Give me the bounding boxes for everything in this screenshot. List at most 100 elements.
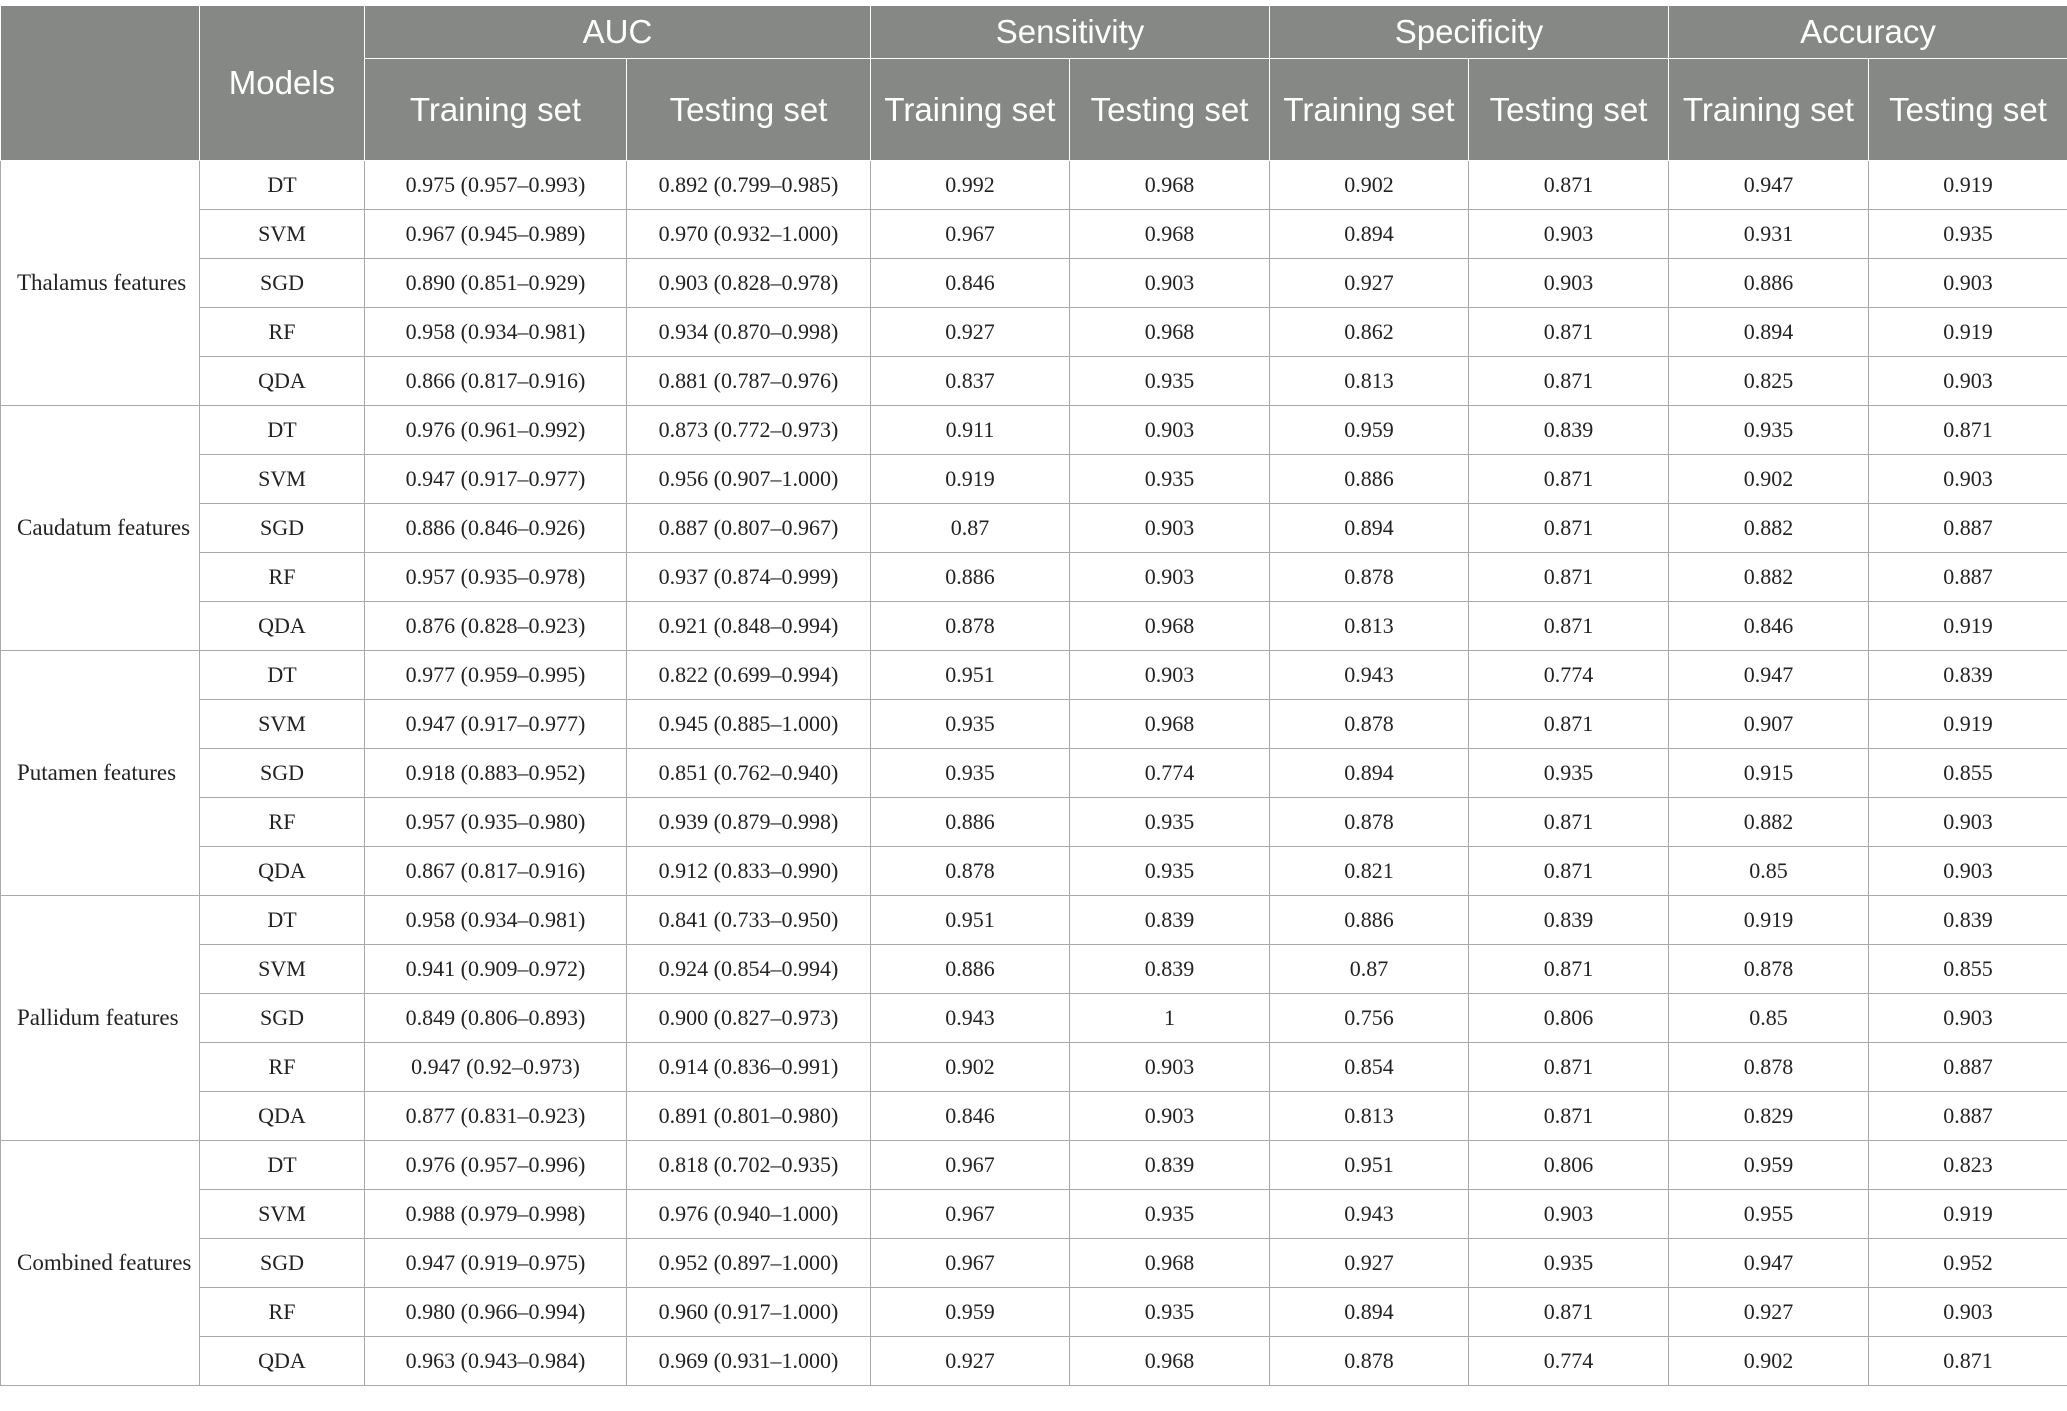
value-cell: 0.951 bbox=[1269, 1140, 1469, 1190]
value-cell: 0.903 bbox=[1069, 1042, 1270, 1092]
value-cell: 0.871 bbox=[1468, 797, 1669, 847]
value-cell: 0.882 bbox=[1668, 503, 1869, 553]
value-cell: 0.774 bbox=[1468, 1336, 1669, 1386]
header-auc-testing: Testing set bbox=[626, 58, 871, 161]
group-label: Combined features bbox=[0, 1140, 200, 1386]
value-cell: 0.980 (0.966–0.994) bbox=[364, 1287, 627, 1337]
value-cell: 0.903 bbox=[1069, 405, 1270, 455]
value-cell: 0.947 (0.92–0.973) bbox=[364, 1042, 627, 1092]
value-cell: 0.919 bbox=[1868, 160, 2067, 210]
header-corner bbox=[0, 5, 200, 161]
value-cell: 0.902 bbox=[1668, 454, 1869, 504]
value-cell: 0.871 bbox=[1468, 846, 1669, 896]
value-cell: 0.774 bbox=[1069, 748, 1270, 798]
model-name-cell: SVM bbox=[199, 454, 365, 504]
model-name-cell: RF bbox=[199, 1287, 365, 1337]
value-cell: 1 bbox=[1069, 993, 1270, 1043]
value-cell: 0.839 bbox=[1069, 944, 1270, 994]
value-cell: 0.87 bbox=[870, 503, 1070, 553]
value-cell: 0.921 (0.848–0.994) bbox=[626, 601, 871, 651]
value-cell: 0.871 bbox=[1468, 503, 1669, 553]
value-cell: 0.903 bbox=[1868, 993, 2067, 1043]
value-cell: 0.878 bbox=[1269, 1336, 1469, 1386]
value-cell: 0.968 bbox=[1069, 209, 1270, 259]
value-cell: 0.975 (0.957–0.993) bbox=[364, 160, 627, 210]
value-cell: 0.969 (0.931–1.000) bbox=[626, 1336, 871, 1386]
table-row: SVM 0.947 (0.917–0.977) 0.956 (0.907–1.000… bbox=[1, 454, 2067, 504]
value-cell: 0.903 bbox=[1868, 356, 2067, 406]
table-row: RF 0.980 (0.966–0.994) 0.960 (0.917–1.000)… bbox=[1, 1287, 2067, 1337]
model-name-cell: SGD bbox=[199, 503, 365, 553]
header-accuracy-training: Training set bbox=[1668, 58, 1869, 161]
value-cell: 0.927 bbox=[870, 1336, 1070, 1386]
value-cell: 0.903 bbox=[1069, 503, 1270, 553]
value-cell: 0.918 (0.883–0.952) bbox=[364, 748, 627, 798]
value-cell: 0.866 (0.817–0.916) bbox=[364, 356, 627, 406]
header-row-subcols: Training set Testing set Training set Te… bbox=[1, 58, 2067, 161]
header-auc-training: Training set bbox=[364, 58, 627, 161]
group-label: Thalamus features bbox=[0, 160, 200, 406]
table-row: Combined features DT 0.976 (0.957–0.996) 0.… bbox=[0, 1140, 2067, 1386]
table-row: SGD 0.886 (0.846–0.926) 0.887 (0.807–0.967… bbox=[1, 503, 2067, 553]
value-cell: 0.829 bbox=[1668, 1091, 1869, 1141]
value-cell: 0.825 bbox=[1668, 356, 1869, 406]
value-cell: 0.890 (0.851–0.929) bbox=[364, 258, 627, 308]
table-row: Putamen features DT 0.977 (0.959–0.995) 0.8… bbox=[0, 650, 2067, 896]
value-cell: 0.935 bbox=[870, 748, 1070, 798]
header-models: Models bbox=[199, 5, 365, 161]
value-cell: 0.935 bbox=[1069, 846, 1270, 896]
table-row: QDA 0.866 (0.817–0.916) 0.881 (0.787–0.976… bbox=[1, 356, 2067, 406]
value-cell: 0.877 (0.831–0.923) bbox=[364, 1091, 627, 1141]
value-cell: 0.756 bbox=[1269, 993, 1469, 1043]
table-row: QDA 0.876 (0.828–0.923) 0.921 (0.848–0.994… bbox=[1, 601, 2067, 651]
value-cell: 0.951 bbox=[870, 895, 1070, 945]
model-name-cell: QDA bbox=[199, 1091, 365, 1141]
value-cell: 0.846 bbox=[870, 258, 1070, 308]
value-cell: 0.887 (0.807–0.967) bbox=[626, 503, 871, 553]
value-cell: 0.976 (0.961–0.992) bbox=[364, 405, 627, 455]
value-cell: 0.947 (0.919–0.975) bbox=[364, 1238, 627, 1288]
table-row: Pallidum features DT 0.958 (0.934–0.981) 0.… bbox=[0, 895, 2067, 1141]
value-cell: 0.919 bbox=[1868, 1189, 2067, 1239]
value-cell: 0.887 bbox=[1868, 1042, 2067, 1092]
value-cell: 0.970 (0.932–1.000) bbox=[626, 209, 871, 259]
value-cell: 0.902 bbox=[870, 1042, 1070, 1092]
value-cell: 0.903 (0.828–0.978) bbox=[626, 258, 871, 308]
value-cell: 0.960 (0.917–1.000) bbox=[626, 1287, 871, 1337]
table-row: Caudatum features DT 0.976 (0.961–0.992) 0.… bbox=[0, 405, 2067, 651]
value-cell: 0.947 bbox=[1668, 1238, 1869, 1288]
value-cell: 0.876 (0.828–0.923) bbox=[364, 601, 627, 651]
value-cell: 0.903 bbox=[1868, 846, 2067, 896]
value-cell: 0.947 bbox=[1668, 650, 1869, 700]
value-cell: 0.871 bbox=[1868, 405, 2067, 455]
value-cell: 0.943 bbox=[870, 993, 1070, 1043]
value-cell: 0.911 bbox=[870, 405, 1070, 455]
value-cell: 0.968 bbox=[1069, 307, 1270, 357]
value-cell: 0.871 bbox=[1468, 601, 1669, 651]
model-name-cell: SGD bbox=[199, 993, 365, 1043]
value-cell: 0.886 bbox=[870, 944, 1070, 994]
value-cell: 0.919 bbox=[1868, 601, 2067, 651]
table-row: SGD 0.918 (0.883–0.952) 0.851 (0.762–0.940… bbox=[1, 748, 2067, 798]
value-cell: 0.943 bbox=[1269, 1189, 1469, 1239]
value-cell: 0.849 (0.806–0.893) bbox=[364, 993, 627, 1043]
value-cell: 0.963 (0.943–0.984) bbox=[364, 1336, 627, 1386]
value-cell: 0.951 bbox=[870, 650, 1070, 700]
value-cell: 0.862 bbox=[1269, 307, 1469, 357]
table-row: RF 0.957 (0.935–0.978) 0.937 (0.874–0.999)… bbox=[1, 552, 2067, 602]
value-cell: 0.988 (0.979–0.998) bbox=[364, 1189, 627, 1239]
model-name-cell: SVM bbox=[199, 944, 365, 994]
table-row: QDA 0.963 (0.943–0.984) 0.969 (0.931–1.000… bbox=[1, 1336, 2067, 1386]
value-cell: 0.927 bbox=[1668, 1287, 1869, 1337]
value-cell: 0.903 bbox=[1069, 1091, 1270, 1141]
value-cell: 0.882 bbox=[1668, 797, 1869, 847]
value-cell: 0.919 bbox=[1668, 895, 1869, 945]
value-cell: 0.878 bbox=[870, 601, 1070, 651]
model-name-cell: RF bbox=[199, 1042, 365, 1092]
value-cell: 0.967 bbox=[870, 1140, 1070, 1190]
value-cell: 0.976 (0.940–1.000) bbox=[626, 1189, 871, 1239]
table-row: RF 0.947 (0.92–0.973) 0.914 (0.836–0.991) 0… bbox=[1, 1042, 2067, 1092]
value-cell: 0.968 bbox=[1069, 160, 1270, 210]
value-cell: 0.935 bbox=[1069, 797, 1270, 847]
value-cell: 0.935 bbox=[1069, 1287, 1270, 1337]
